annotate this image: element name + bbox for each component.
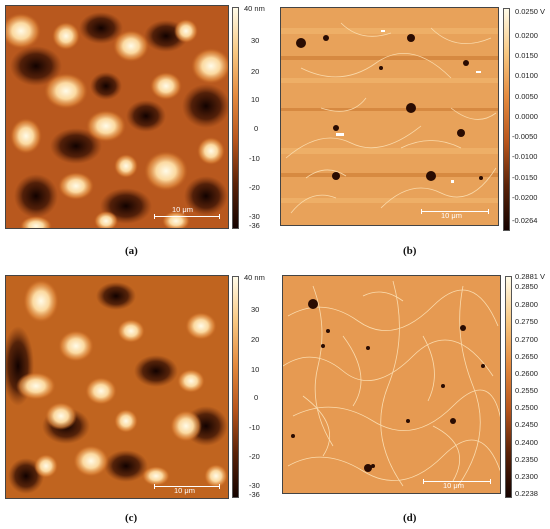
scale-bar-label: 10 μm	[172, 205, 193, 214]
colorbar-tick: -10	[249, 154, 260, 163]
colorbar-tick: 0.0000	[515, 112, 538, 121]
colorbar-tick: 0.2350	[515, 455, 538, 464]
colorbar-tick: 0.2850	[515, 282, 538, 291]
scale-bar	[154, 484, 220, 489]
kpfm-potential-image-d: 10 μm	[282, 275, 501, 494]
colorbar-tick: 0.2700	[515, 335, 538, 344]
caption-c: (c)	[125, 512, 138, 524]
colorbar-tick: -30	[249, 481, 260, 490]
kpfm-potential-image-b: 10 μm	[280, 7, 499, 226]
colorbar-tick: -0.0150	[512, 173, 538, 182]
colorbar-tick: -20	[249, 452, 260, 461]
scale-bar	[421, 209, 489, 214]
colorbar-tick: 20	[251, 67, 260, 76]
colorbar-tick: 0	[254, 124, 259, 133]
colorbar-tick: 30	[251, 305, 260, 314]
colorbar-tick: 0.0150	[515, 51, 538, 60]
colorbar-tick: 10	[251, 95, 260, 104]
colorbar-tick: 0	[254, 393, 259, 402]
colorbar-tick: -0.0050	[512, 132, 538, 141]
scale-bar-label: 10 μm	[441, 211, 462, 220]
colorbar-tick: 0.0050	[515, 92, 538, 101]
afm-topography-image-a: 10 μm	[5, 5, 229, 229]
colorbar-tick: 10	[251, 365, 260, 374]
colorbar-tick: 20	[251, 335, 260, 344]
colorbar-tick: -0.0100	[512, 152, 538, 161]
colorbar-tick: -36	[249, 490, 260, 499]
colorbar-tick: 0.2300	[515, 472, 538, 481]
colorbar-tick: 0.0100	[515, 71, 538, 80]
colorbar-tick: -20	[249, 183, 260, 192]
scale-bar	[154, 214, 220, 219]
colorbar-tick: -36	[249, 221, 260, 230]
caption-d: (d)	[403, 512, 417, 524]
colorbar-tick: 0.0200	[515, 31, 538, 40]
colorbar-a	[232, 7, 239, 229]
colorbar-tick: 0.2550	[515, 386, 538, 395]
scale-bar	[423, 479, 491, 484]
colorbar-tick: -0.0264	[512, 216, 538, 225]
colorbar-tick: 0.2600	[515, 369, 538, 378]
colorbar-tick: 0.2750	[515, 317, 538, 326]
colorbar-tick: 0.2450	[515, 420, 538, 429]
colorbar-tick: 0.2500	[515, 403, 538, 412]
scale-bar-label: 10 μm	[174, 486, 195, 495]
colorbar-d	[505, 276, 512, 498]
colorbar-tick: 30	[251, 36, 260, 45]
colorbar-tick: 0.2800	[515, 300, 538, 309]
colorbar-tick: -30	[249, 212, 260, 221]
caption-b: (b)	[403, 245, 417, 257]
colorbar-tick: 0.2400	[515, 438, 538, 447]
afm-topography-image-c: 10 μm	[5, 275, 229, 499]
colorbar-tick: 40 nm	[244, 273, 265, 282]
colorbar-c	[232, 276, 239, 498]
colorbar-tick: -0.0200	[512, 193, 538, 202]
colorbar-b	[503, 8, 510, 231]
colorbar-tick: 0.2881 V	[515, 272, 546, 281]
colorbar-tick: 40 nm	[244, 4, 265, 13]
colorbar-tick: 0.0250 V	[515, 7, 546, 16]
caption-a: (a)	[125, 245, 138, 257]
scale-bar-label: 10 μm	[443, 481, 464, 490]
colorbar-tick: -10	[249, 423, 260, 432]
colorbar-tick: 0.2650	[515, 352, 538, 361]
colorbar-tick: 0.2238	[515, 489, 538, 498]
